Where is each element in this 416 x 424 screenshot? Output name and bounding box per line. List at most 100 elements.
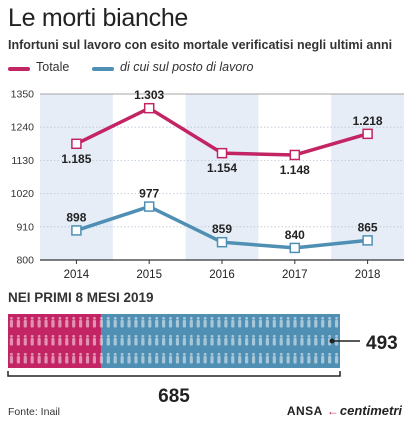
person-icon xyxy=(286,352,290,364)
person-icon xyxy=(279,352,283,364)
person-icon-head xyxy=(30,352,34,356)
person-icon xyxy=(148,316,152,328)
person-icon-head xyxy=(134,334,138,338)
series-posto-di-lavoro-point xyxy=(289,242,301,254)
series-posto-di-lavoro-data-label: 865 xyxy=(358,220,378,234)
person-icon-head xyxy=(231,316,235,320)
series-posto-di-lavoro-data-label: 859 xyxy=(212,222,232,236)
person-icon-body xyxy=(134,320,138,328)
person-icon-head xyxy=(141,316,145,320)
person-icon-head xyxy=(10,316,13,320)
person-icon xyxy=(272,334,276,346)
person-icon xyxy=(141,316,145,328)
person-icon xyxy=(162,334,166,346)
source-note: Fonte: Inail xyxy=(8,406,60,418)
person-icon-head xyxy=(37,352,41,356)
person-icon-body xyxy=(210,356,214,364)
person-icon-body xyxy=(92,338,97,346)
person-icon-body xyxy=(245,338,249,346)
person-icon-body xyxy=(231,320,235,328)
person-icon-body xyxy=(189,338,193,346)
person-icon-body xyxy=(175,338,180,346)
person-icon xyxy=(134,334,138,346)
person-icon-body xyxy=(58,320,62,328)
person-icon-body xyxy=(334,320,339,328)
person-icon xyxy=(286,334,290,346)
person-icon-head xyxy=(189,316,193,320)
person-icon xyxy=(65,352,69,364)
person-icon-body xyxy=(162,338,166,346)
person-icon-head xyxy=(16,334,20,338)
person-icon-body xyxy=(51,320,55,328)
person-icon-head xyxy=(203,352,207,356)
person-icon-head xyxy=(231,352,235,356)
person-icon-body xyxy=(293,356,297,364)
person-icon xyxy=(92,316,97,328)
person-icon-body xyxy=(175,320,180,328)
person-icon-head xyxy=(169,352,172,356)
person-icon xyxy=(23,334,27,346)
person-icon-head xyxy=(51,334,55,338)
person-icon xyxy=(79,316,83,328)
person-icon-body xyxy=(16,338,20,346)
person-icon xyxy=(65,316,69,328)
person-icon xyxy=(334,334,339,346)
person-icon-head xyxy=(300,352,304,356)
brand-ansa: ANSA xyxy=(286,404,323,418)
person-icon-head xyxy=(93,334,96,338)
person-icon-head xyxy=(162,352,166,356)
person-icon xyxy=(113,316,117,328)
person-icon xyxy=(99,352,103,364)
person-icon-head xyxy=(272,334,276,338)
person-icon-head xyxy=(328,316,332,320)
person-icon-head xyxy=(37,316,41,320)
person-icon xyxy=(307,334,311,346)
chart-title: Le morti bianche xyxy=(8,4,189,32)
person-icon xyxy=(196,334,200,346)
person-icon xyxy=(300,352,304,364)
person-icon xyxy=(120,316,124,328)
person-icon-body xyxy=(127,338,131,346)
person-icon-body xyxy=(37,338,41,346)
legend-swatch-posto-di-lavoro xyxy=(92,67,114,71)
total-count: 685 xyxy=(158,386,190,407)
person-icon xyxy=(272,352,276,364)
person-icon-head xyxy=(51,352,55,356)
person-icon-body xyxy=(16,320,20,328)
line-chart: 1350 1240 1130 1020 910 800 2014 2015 2016 2017 20… xyxy=(11,88,404,281)
person-icon xyxy=(258,316,263,328)
person-icon-body xyxy=(300,320,304,328)
person-icon xyxy=(203,334,207,346)
series-posto-di-lavoro-data-label: 898 xyxy=(66,210,86,224)
person-icon-body xyxy=(30,320,34,328)
person-icon-head xyxy=(51,316,55,320)
person-icon xyxy=(37,352,41,364)
person-icon xyxy=(162,316,166,328)
person-icon-body xyxy=(134,356,138,364)
person-icon-body xyxy=(58,356,62,364)
person-icon-head xyxy=(99,316,103,320)
series-totale-data-label: 1.185 xyxy=(61,152,91,166)
person-icon xyxy=(321,316,325,328)
person-icon xyxy=(23,316,27,328)
person-icon xyxy=(9,334,14,346)
person-icon-head xyxy=(86,352,89,356)
person-icon-head xyxy=(182,334,186,338)
person-icon-head xyxy=(224,334,228,338)
person-icon-body xyxy=(79,338,83,346)
series-totale-data-label: 1.154 xyxy=(207,161,237,175)
person-icon-body xyxy=(51,356,55,364)
person-icon-body xyxy=(106,356,110,364)
person-icon-head xyxy=(238,316,242,320)
legend-swatch-totale xyxy=(8,67,30,71)
series-totale-data-label: 1.148 xyxy=(280,163,310,177)
person-icon-body xyxy=(224,356,228,364)
person-icon-body xyxy=(265,320,269,328)
person-icon xyxy=(141,352,145,364)
person-icon-body xyxy=(127,320,131,328)
person-icon-head xyxy=(279,316,283,320)
person-icon-head xyxy=(10,334,13,338)
person-icon-body xyxy=(196,320,200,328)
person-icon-head xyxy=(196,316,200,320)
person-icon-body xyxy=(293,338,297,346)
